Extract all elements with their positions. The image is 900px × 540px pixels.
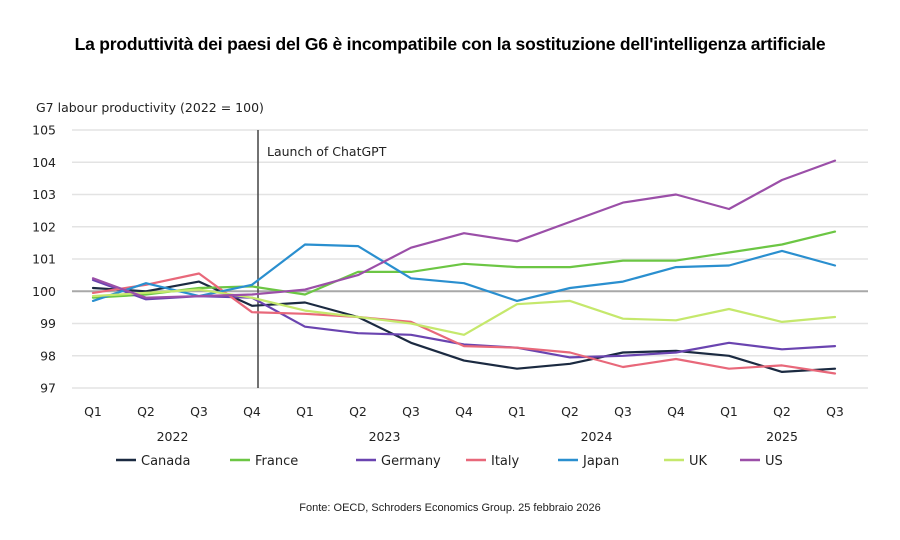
x-tick-label: Q1 — [720, 404, 738, 419]
y-tick-label: 102 — [32, 219, 56, 234]
gridlines — [72, 129, 868, 389]
x-tick-label: Q1 — [296, 404, 314, 419]
y-tick-label: 103 — [32, 187, 56, 202]
x-tick-label: Q4 — [455, 404, 473, 419]
legend-label: Italy — [491, 454, 520, 469]
legend-label: UK — [689, 454, 708, 469]
y-tick-label: 97 — [40, 381, 56, 396]
x-tick-label: Q3 — [190, 404, 208, 419]
legend-label: Canada — [141, 454, 190, 469]
x-tick-label: Q3 — [614, 404, 632, 419]
series-line-uk — [91, 288, 837, 336]
legend-label: Japan — [582, 454, 619, 469]
source-note: Fonte: OECD, Schroders Economics Group. … — [299, 502, 601, 514]
legend-item-japan: Japan — [558, 454, 619, 469]
x-axis-years: 2022 2023 2024 2025 — [157, 429, 798, 444]
annotation-label: Launch of ChatGPT — [267, 144, 387, 159]
y-axis-ticks: 97 98 99 100 101 102 103 104 105 — [32, 123, 56, 396]
line-chart: G7 labour productivity (2022 = 100) 97 98… — [32, 100, 868, 469]
y-tick-label: 105 — [32, 123, 56, 138]
series-line-italy — [91, 272, 837, 375]
y-tick-label: 99 — [40, 316, 56, 331]
x-tick-label: Q2 — [773, 404, 791, 419]
legend-label: Germany — [381, 454, 441, 469]
year-label: 2022 — [157, 429, 189, 444]
legend-item-france: France — [230, 454, 298, 469]
x-tick-label: Q4 — [243, 404, 261, 419]
legend-item-us: US — [740, 454, 783, 469]
x-tick-label: Q3 — [826, 404, 844, 419]
year-label: 2024 — [581, 429, 613, 444]
series-line-canada — [91, 280, 837, 373]
legend-item-germany: Germany — [356, 454, 441, 469]
x-tick-label: Q3 — [402, 404, 420, 419]
series-lines — [91, 159, 837, 375]
year-label: 2023 — [369, 429, 401, 444]
legend-item-uk: UK — [664, 454, 708, 469]
y-tick-label: 101 — [32, 252, 56, 267]
x-tick-label: Q2 — [561, 404, 579, 419]
annotation: Launch of ChatGPT — [257, 130, 387, 388]
legend-item-canada: Canada — [116, 454, 190, 469]
legend-label: US — [765, 454, 783, 469]
legend-label: France — [255, 454, 298, 469]
x-axis-ticks: Q1 Q2 Q3 Q4 Q1 Q2 Q3 Q4 Q1 Q2 Q3 Q4 Q1 Q2 Q3 — [84, 404, 844, 419]
chart-title: G7 labour productivity (2022 = 100) — [36, 100, 264, 115]
x-tick-label: Q1 — [84, 404, 102, 419]
y-tick-label: 100 — [32, 284, 56, 299]
year-label: 2025 — [766, 429, 798, 444]
y-tick-label: 104 — [32, 155, 56, 170]
x-tick-label: Q4 — [667, 404, 685, 419]
x-tick-label: Q1 — [508, 404, 526, 419]
series-line-us — [91, 159, 837, 299]
x-tick-label: Q2 — [349, 404, 367, 419]
y-tick-label: 98 — [40, 348, 56, 363]
legend-item-italy: Italy — [466, 454, 520, 469]
x-tick-label: Q2 — [137, 404, 155, 419]
chart-headline: La produttività dei paesi del G6 è incom… — [74, 34, 826, 54]
legend: Canada France Germany Italy Japan UK US — [116, 454, 783, 469]
